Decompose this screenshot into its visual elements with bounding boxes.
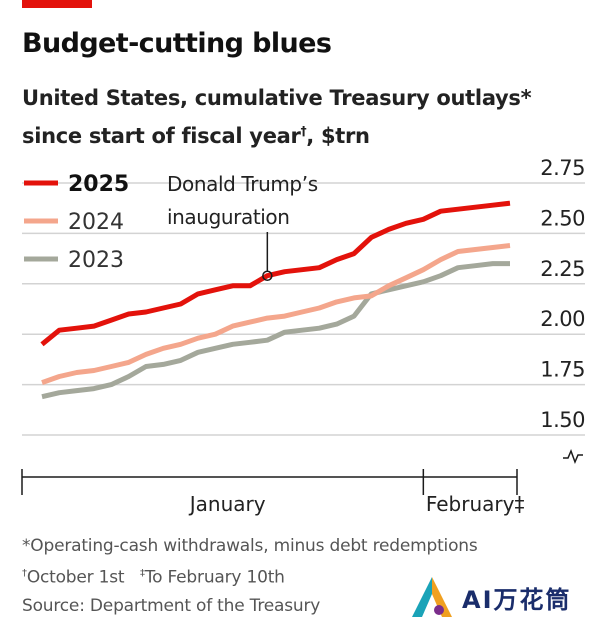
y-tick-label: 1.75 (540, 358, 585, 382)
subtitle-unit: , $trn (306, 124, 370, 148)
chart-title: Budget-cutting blues (22, 28, 332, 59)
x-tick-label-february: February‡ (426, 492, 525, 516)
axis-break-icon (563, 448, 583, 465)
footnote-dates: †October 1st ‡To February 10th (22, 560, 478, 592)
logo-text: AI万花筒 (462, 585, 572, 614)
chart-subtitle: United States, cumulative Treasury outla… (22, 82, 532, 153)
annotation-line1: Donald Trump’s (167, 172, 318, 196)
y-tick-label: 2.25 (540, 257, 585, 281)
source-note: Source: Department of the Treasury (22, 595, 321, 616)
y-tick-label: 1.50 (540, 408, 585, 432)
subtitle-dagger: † (300, 124, 307, 138)
series-line-2024 (41, 243, 511, 385)
watermark-logo: AI万花筒 (408, 568, 608, 626)
footnote-dagger: † (22, 568, 27, 579)
subtitle-line2: since start of fiscal year (22, 124, 301, 148)
annotation-marker (262, 270, 273, 281)
footnotes: *Operating-cash withdrawals, minus debt … (22, 532, 478, 620)
legend-label-2025: 2025 (68, 172, 129, 197)
x-tick-label-january: January (188, 492, 266, 516)
legend-label-2023: 2023 (68, 248, 124, 273)
y-tick-label: 2.75 (540, 156, 585, 180)
y-tick-label: 2.00 (540, 307, 585, 331)
footnote-double-dagger: ‡ (140, 568, 145, 579)
footnote-end-date: To February 10th (144, 567, 285, 588)
logo-icon (412, 577, 452, 617)
annotation-line2: inauguration (167, 205, 290, 229)
footnote-operating-cash: *Operating-cash withdrawals, minus debt … (22, 536, 478, 556)
brand-tag (22, 0, 92, 8)
series-line-2025 (40, 200, 511, 347)
footnote-start-date: October 1st (26, 567, 125, 588)
subtitle-line1: United States, cumulative Treasury outla… (22, 86, 532, 110)
series-line-2023 (41, 261, 510, 400)
y-tick-label: 2.50 (540, 206, 585, 230)
legend-label-2024: 2024 (68, 210, 124, 235)
